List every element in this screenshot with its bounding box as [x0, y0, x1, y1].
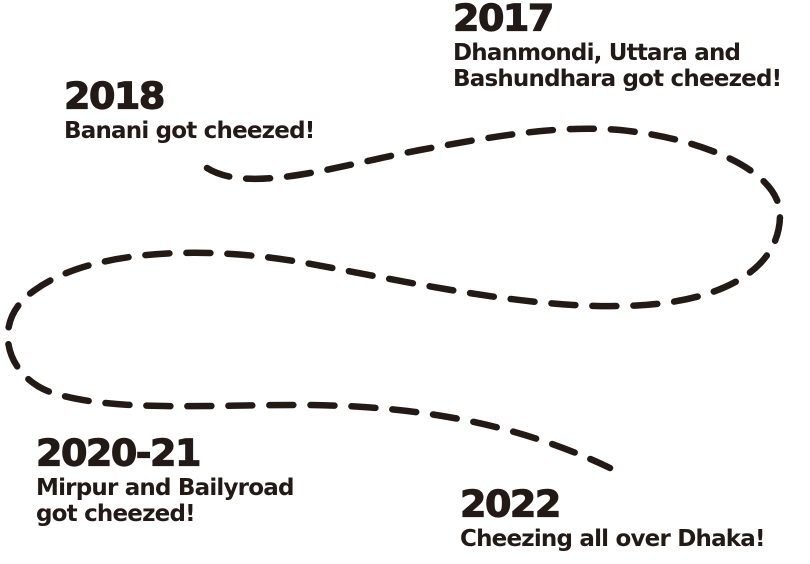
milestone-2020-21: 2020-21 Mirpur and Bailyroad got cheezed… [35, 432, 294, 528]
milestone-caption: Banani got cheezed! [64, 118, 315, 144]
caption-line: Cheezing all over Dhaka! [460, 526, 766, 552]
milestone-2022: 2022 Cheezing all over Dhaka! [459, 483, 766, 552]
milestone-2018: 2018 Banani got cheezed! [63, 75, 315, 144]
caption-line: Mirpur and Bailyroad [36, 475, 294, 501]
milestone-year: 2018 [63, 75, 165, 117]
milestone-year: 2020-21 [35, 432, 202, 474]
milestone-year: 2017 [452, 0, 554, 39]
caption-line: got cheezed! [36, 501, 196, 528]
caption-line: Bashundhara got cheezed! [453, 66, 782, 93]
caption-line: Banani got cheezed! [64, 118, 315, 144]
timeline-route [4, 125, 784, 472]
milestone-2017: 2017 Dhanmondi, Uttara and Bashundhara g… [452, 0, 782, 93]
caption-line: Dhanmondi, Uttara and [453, 40, 741, 66]
milestone-caption: Dhanmondi, Uttara and Bashundhara got ch… [453, 40, 782, 93]
milestone-caption: Cheezing all over Dhaka! [460, 526, 766, 552]
milestone-year: 2022 [459, 483, 561, 525]
milestone-caption: Mirpur and Bailyroad got cheezed! [36, 475, 294, 528]
